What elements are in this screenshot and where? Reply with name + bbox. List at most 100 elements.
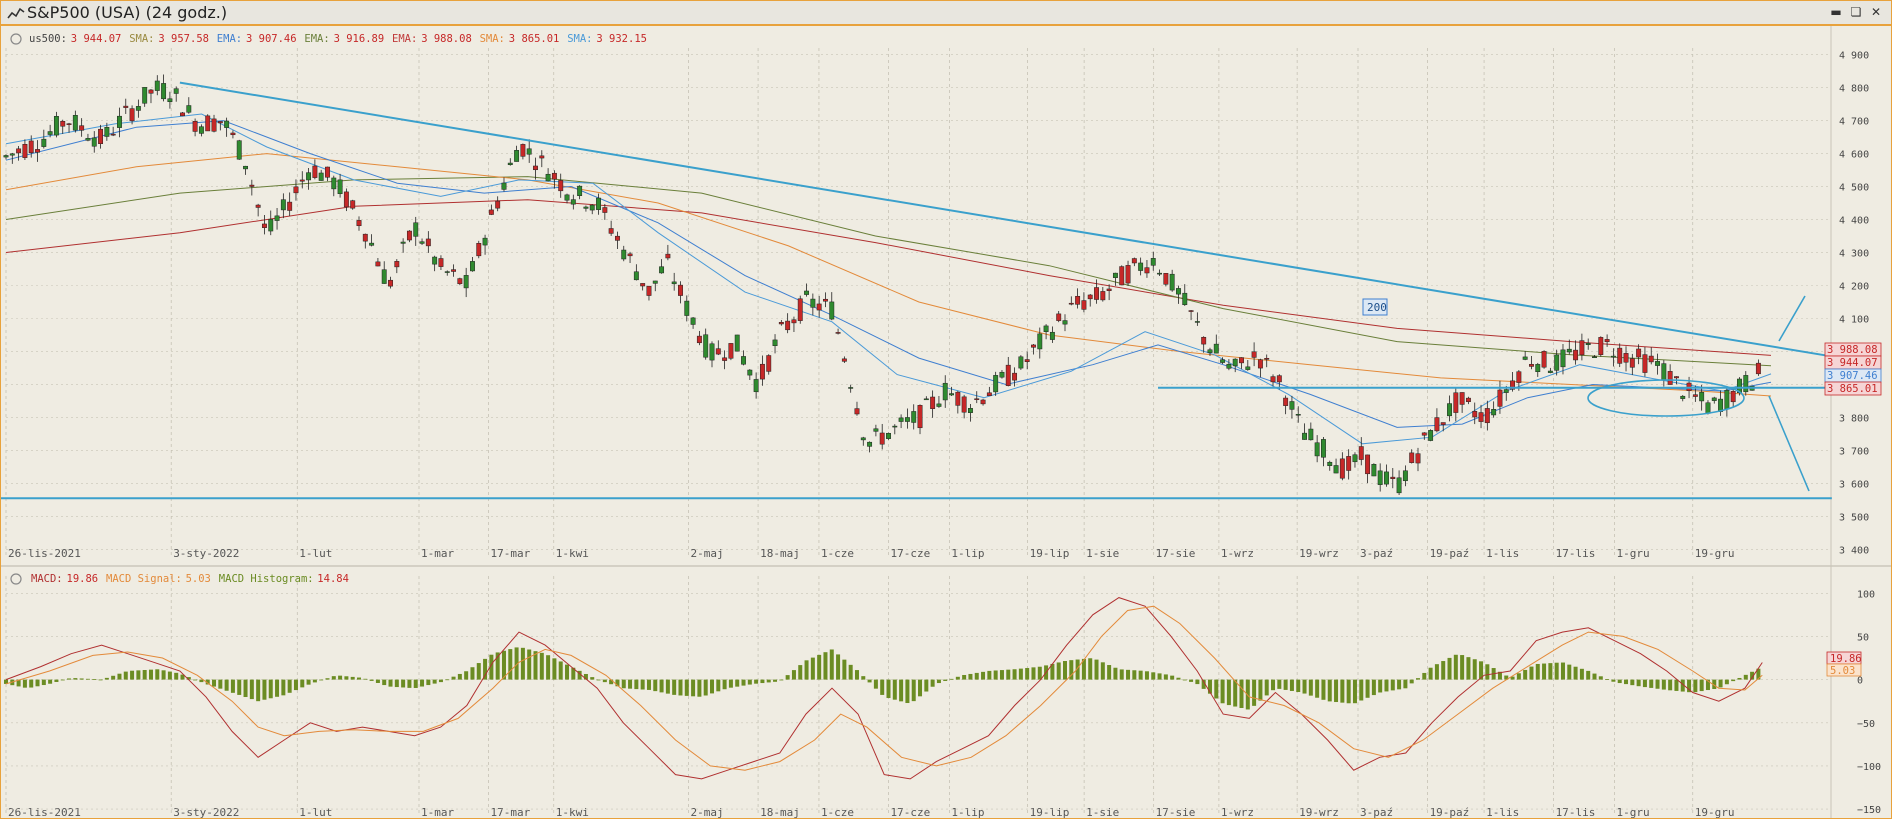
candle-body bbox=[1377, 470, 1383, 485]
candle-body bbox=[854, 408, 860, 415]
macd-histogram-bar bbox=[457, 673, 462, 680]
macd-histogram-bar bbox=[130, 670, 135, 680]
x-tick-label: 18-maj bbox=[760, 547, 800, 560]
legend-label: SMA: bbox=[129, 33, 154, 45]
candle-body bbox=[1629, 358, 1635, 368]
candle-body bbox=[1623, 353, 1629, 363]
candle-body bbox=[1566, 348, 1572, 353]
macd-histogram-bar bbox=[98, 679, 103, 681]
candle-body bbox=[1365, 454, 1371, 475]
candle-body bbox=[1655, 361, 1660, 366]
candle-body bbox=[1119, 266, 1125, 286]
candle-body bbox=[1150, 258, 1156, 266]
macd-histogram-bar bbox=[861, 676, 866, 680]
candle-body bbox=[904, 417, 910, 422]
macd-histogram-bar bbox=[1434, 664, 1439, 680]
candle-body bbox=[1667, 371, 1673, 385]
macd-histogram-bar bbox=[735, 679, 740, 687]
candle-body bbox=[614, 235, 620, 241]
price-tick-label: 4 600 bbox=[1839, 150, 1869, 161]
macd-histogram-bar bbox=[873, 679, 878, 689]
candle-body bbox=[268, 219, 274, 232]
macd-tick-label: 100 bbox=[1857, 589, 1875, 600]
price-tag-label: 3 944.07 bbox=[1827, 357, 1878, 369]
macd-x-tick-label: 17-cze bbox=[891, 806, 931, 818]
macd-histogram-bar bbox=[999, 670, 1004, 680]
candle-body bbox=[293, 186, 299, 194]
candle-body bbox=[1610, 355, 1616, 358]
candle-body bbox=[299, 179, 305, 182]
macd-histogram-bar bbox=[848, 664, 853, 680]
candle-body bbox=[873, 428, 879, 432]
price-tick-label: 3 600 bbox=[1839, 479, 1869, 490]
moving-average-line bbox=[5, 113, 1772, 445]
macd-histogram-bar bbox=[1479, 661, 1484, 680]
macd-histogram-bar bbox=[117, 673, 122, 680]
macd-histogram-bar bbox=[1529, 666, 1534, 680]
candle-body bbox=[1005, 364, 1011, 386]
macd-histogram-bar bbox=[174, 672, 179, 680]
candle-body bbox=[772, 339, 778, 347]
macd-histogram-bar bbox=[212, 679, 217, 687]
candle-body bbox=[993, 375, 999, 393]
candle-body bbox=[961, 396, 967, 413]
macd-histogram-bar bbox=[823, 652, 828, 680]
price-tick-label: 3 500 bbox=[1839, 512, 1869, 523]
macd-legend-label: MACD Signal: bbox=[106, 573, 182, 585]
macd-histogram-bar bbox=[1460, 655, 1465, 680]
macd-x-tick-label: 1-kwi bbox=[556, 806, 589, 818]
macd-histogram-bar bbox=[331, 676, 336, 680]
macd-histogram-bar bbox=[911, 679, 916, 702]
legend-label: us500: bbox=[29, 33, 67, 45]
candle-body bbox=[388, 279, 393, 287]
candle-body bbox=[3, 155, 9, 158]
minimize-icon[interactable]: ▬ bbox=[1830, 5, 1842, 19]
candle-body bbox=[1308, 428, 1314, 441]
macd-histogram-bar bbox=[237, 679, 242, 695]
candle-body bbox=[646, 285, 652, 296]
candle-body bbox=[419, 241, 425, 244]
macd-histogram-bar bbox=[1674, 679, 1679, 691]
macd-histogram-bar bbox=[281, 679, 286, 696]
macd-histogram-bar bbox=[609, 679, 614, 685]
candle-body bbox=[1428, 430, 1434, 441]
candle-body bbox=[1106, 288, 1112, 291]
macd-histogram-bar bbox=[1359, 679, 1364, 701]
candle-body bbox=[1283, 397, 1289, 406]
candle-body bbox=[797, 298, 803, 321]
macd-x-tick-label: 3-sty-2022 bbox=[173, 806, 239, 818]
candle-body bbox=[1743, 375, 1749, 393]
candle-body bbox=[665, 253, 671, 259]
title-bar[interactable]: S&P500 (USA) (24 godz.) ▬ ❏ ✕ bbox=[1, 1, 1891, 26]
candle-body bbox=[72, 115, 78, 131]
candle-body bbox=[470, 261, 475, 272]
candle-body bbox=[53, 116, 59, 136]
candle-body bbox=[66, 123, 72, 125]
candle-body bbox=[243, 165, 248, 170]
macd-histogram-bar bbox=[829, 649, 834, 680]
close-icon[interactable]: ✕ bbox=[1870, 5, 1882, 19]
restore-icon[interactable]: ❏ bbox=[1850, 5, 1862, 19]
macd-histogram-bar bbox=[357, 677, 361, 680]
candle-body bbox=[608, 228, 614, 234]
macd-legend-value: 14.84 bbox=[317, 573, 349, 585]
macd-histogram-bar bbox=[672, 679, 677, 695]
macd-histogram-bar bbox=[54, 679, 59, 682]
candle-body bbox=[1194, 321, 1200, 323]
macd-histogram-bar bbox=[1441, 661, 1446, 680]
macd-histogram-bar bbox=[949, 678, 954, 680]
candle-body bbox=[91, 137, 97, 147]
candle-body bbox=[1421, 432, 1427, 436]
macd-histogram-bar bbox=[728, 679, 733, 688]
macd-x-tick-label: 17-lis bbox=[1556, 806, 1596, 818]
candle-body bbox=[104, 127, 110, 137]
candle-body bbox=[1327, 461, 1333, 466]
macd-x-tick-label: 1-lis bbox=[1486, 806, 1519, 818]
macd-histogram-bar bbox=[22, 679, 27, 688]
macd-histogram-bar bbox=[628, 679, 633, 689]
candle-body bbox=[923, 398, 929, 401]
candle-body bbox=[406, 230, 412, 241]
candle-body bbox=[1075, 295, 1081, 305]
macd-histogram-bar bbox=[602, 679, 607, 683]
